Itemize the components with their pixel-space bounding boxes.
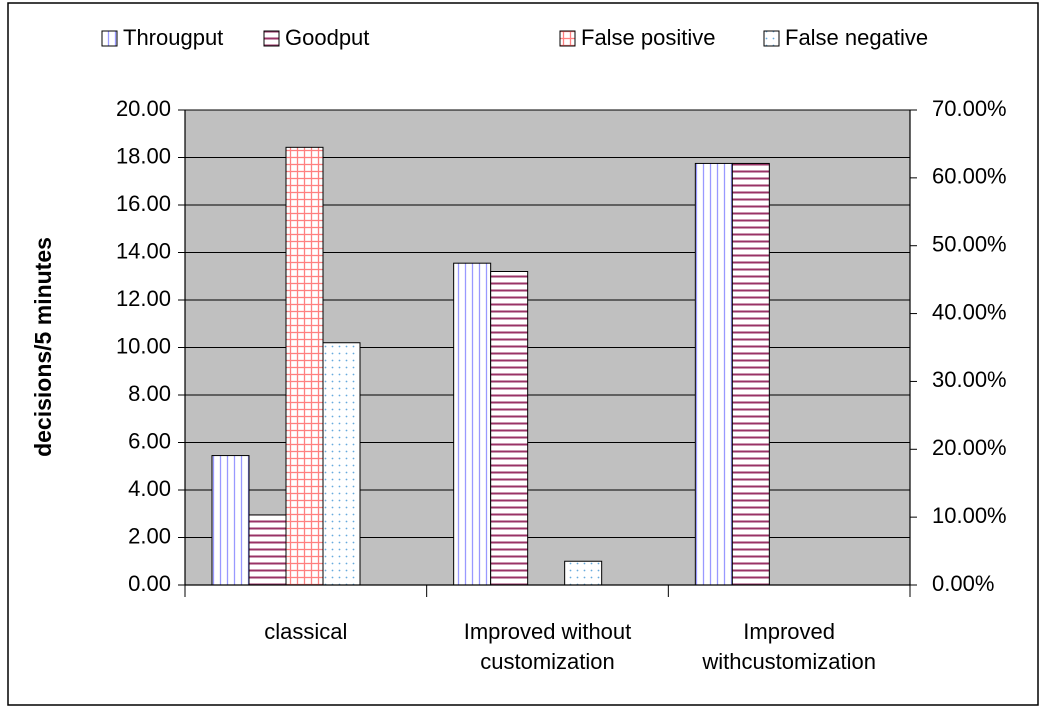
- bar: [248, 514, 287, 586]
- y2-tick-label: 0.00%: [932, 571, 994, 596]
- y-tick-label: 8.00: [128, 381, 171, 406]
- legend-label: Goodput: [285, 25, 369, 50]
- bar: [322, 342, 361, 586]
- bar: [564, 560, 603, 586]
- y-tick-label: 2.00: [128, 523, 171, 548]
- y-axis-title: decisions/5 minutes: [30, 237, 56, 457]
- legend-label: False negative: [785, 25, 928, 50]
- y2-tick-label: 50.00%: [932, 232, 1007, 257]
- legend-swatch: [101, 30, 118, 47]
- y-tick-label: 18.00: [116, 143, 171, 168]
- bar: [211, 455, 250, 586]
- y-tick-label: 14.00: [116, 238, 171, 263]
- bar: [490, 271, 529, 586]
- y2-tick-label: 40.00%: [932, 299, 1007, 324]
- y2-tick-label: 30.00%: [932, 367, 1007, 392]
- legend-swatch: [763, 30, 780, 47]
- x-tick-label: Improved withcustomization: [702, 619, 876, 674]
- bar: [453, 262, 492, 586]
- y-tick-label: 0.00: [128, 571, 171, 596]
- legend-swatch: [263, 30, 280, 47]
- legend-label: Througput: [123, 25, 223, 50]
- y-tick-label: 10.00: [116, 333, 171, 358]
- y2-tick-label: 60.00%: [932, 164, 1007, 189]
- y2-tick-label: 20.00%: [932, 435, 1007, 460]
- bar: [694, 162, 733, 586]
- y2-tick-label: 10.00%: [932, 503, 1007, 528]
- bar: [285, 146, 324, 586]
- y-tick-label: 6.00: [128, 428, 171, 453]
- legend-label: False positive: [581, 25, 716, 50]
- y-tick-label: 4.00: [128, 476, 171, 501]
- legend-swatch: [559, 30, 576, 47]
- x-tick-label: classical: [264, 619, 348, 644]
- bar: [731, 162, 770, 586]
- y-tick-label: 12.00: [116, 286, 171, 311]
- y-tick-label: 20.00: [116, 96, 171, 121]
- x-tick-label: Improved without customization: [463, 619, 632, 674]
- y-tick-label: 16.00: [116, 191, 171, 216]
- y2-tick-label: 70.00%: [932, 96, 1007, 121]
